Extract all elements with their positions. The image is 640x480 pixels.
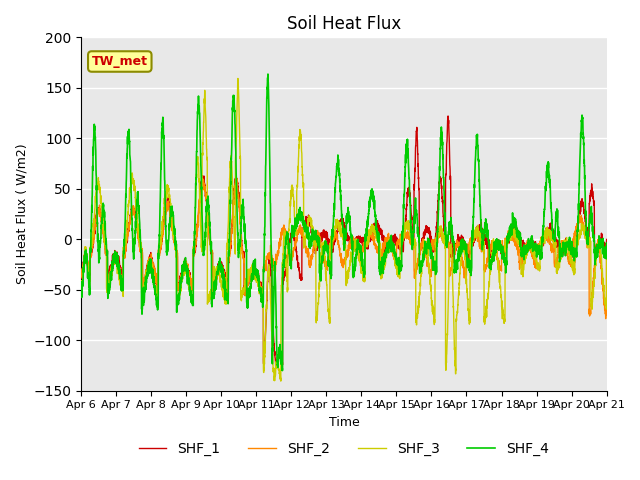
Text: TW_met: TW_met <box>92 55 148 68</box>
X-axis label: Time: Time <box>328 416 359 429</box>
Y-axis label: Soil Heat Flux ( W/m2): Soil Heat Flux ( W/m2) <box>15 144 28 284</box>
Legend: SHF_1, SHF_2, SHF_3, SHF_4: SHF_1, SHF_2, SHF_3, SHF_4 <box>133 436 555 461</box>
Title: Soil Heat Flux: Soil Heat Flux <box>287 15 401 33</box>
